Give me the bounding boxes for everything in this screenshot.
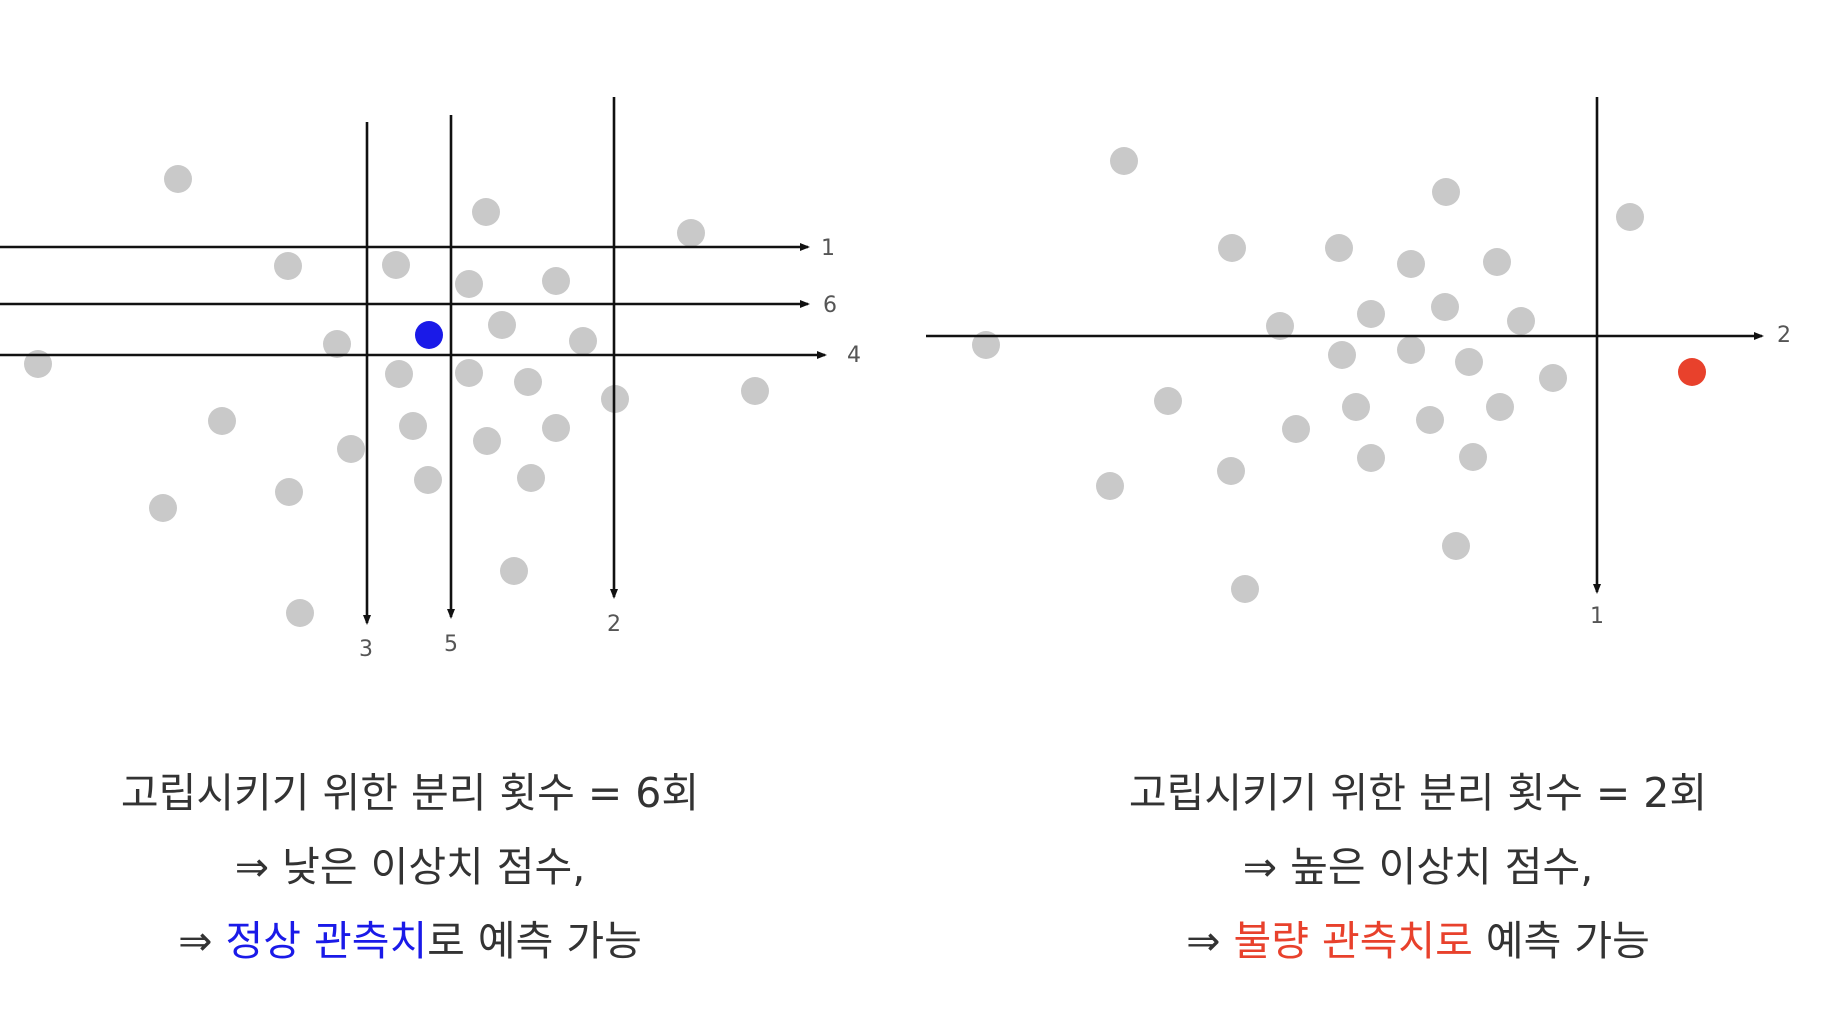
left-point-3: [677, 219, 705, 247]
left-point-14: [514, 368, 542, 396]
left-point-22: [275, 478, 303, 506]
left-split-label-4: 4: [847, 343, 861, 368]
right-point-4: [1218, 234, 1246, 262]
right-point-13: [1328, 341, 1356, 369]
left-point-17: [208, 407, 236, 435]
left-point-10: [569, 327, 597, 355]
right-point-2: [1432, 178, 1460, 206]
left-caption-arrow: ⇒: [178, 917, 226, 965]
left-caption-line-3: ⇒ 정상 관측치로 예측 가능: [0, 904, 820, 978]
left-point-23: [517, 464, 545, 492]
left-split-lines: [0, 97, 827, 625]
right-point-14: [1397, 336, 1425, 364]
right-point-24: [1217, 457, 1245, 485]
left-point-9: [488, 311, 516, 339]
left-point-13: [455, 359, 483, 387]
right-point-16: [1539, 364, 1567, 392]
right-point-6: [1397, 250, 1425, 278]
left-point-24: [414, 466, 442, 494]
right-point-10: [1507, 307, 1535, 335]
normal-point: [415, 321, 443, 349]
left-point-4: [274, 252, 302, 280]
left-point-11: [24, 350, 52, 378]
left-point-8: [323, 330, 351, 358]
right-split-labels: 21: [1590, 323, 1791, 629]
left-point-2: [472, 198, 500, 226]
right-point-5: [1325, 234, 1353, 262]
right-point-8: [1357, 300, 1385, 328]
left-point-21: [542, 414, 570, 442]
left-split-label-2: 2: [607, 612, 621, 637]
right-caption: 고립시키기 위한 분리 횟수 = 2회 ⇒ 높은 이상치 점수, ⇒ 불량 관측…: [1008, 756, 1828, 978]
left-point-19: [337, 435, 365, 463]
right-point-17: [1154, 387, 1182, 415]
left-caption-line-1: 고립시키기 위한 분리 횟수 = 6회: [120, 769, 700, 817]
right-point-15: [1455, 348, 1483, 376]
right-point-18: [1342, 393, 1370, 421]
right-point-12: [972, 331, 1000, 359]
normal-observation-text: 정상 관측치: [225, 917, 428, 965]
left-point-20: [473, 427, 501, 455]
right-split-label-2: 2: [1777, 323, 1791, 348]
left-point-5: [382, 251, 410, 279]
right-point-1: [1110, 147, 1138, 175]
left-caption-line-2: ⇒ 낮은 이상치 점수,: [234, 843, 586, 891]
right-caption-line-3: ⇒ 불량 관측치로 예측 가능: [1008, 904, 1828, 978]
right-split-lines: [926, 97, 1764, 594]
right-point-26: [1442, 532, 1470, 560]
right-point-7: [1483, 248, 1511, 276]
right-point-27: [1231, 575, 1259, 603]
left-point-15: [741, 377, 769, 405]
right-point-11: [1266, 312, 1294, 340]
right-point-23: [1459, 443, 1487, 471]
left-point-26: [500, 557, 528, 585]
right-point-20: [1486, 393, 1514, 421]
left-point-6: [455, 270, 483, 298]
left-caption: 고립시키기 위한 분리 횟수 = 6회 ⇒ 낮은 이상치 점수, ⇒ 정상 관측…: [0, 756, 820, 978]
left-split-label-1: 1: [821, 236, 835, 261]
right-point-3: [1616, 203, 1644, 231]
left-point-7: [542, 267, 570, 295]
right-scatter-points: [972, 147, 1706, 603]
left-caption-suffix: 로 예측 가능: [427, 917, 642, 965]
left-point-27: [286, 599, 314, 627]
right-caption-line-1: 고립시키기 위한 분리 횟수 = 2회: [1128, 769, 1708, 817]
right-point-21: [1282, 415, 1310, 443]
anomaly-point: [1678, 358, 1706, 386]
left-point-18: [399, 412, 427, 440]
right-point-25: [1096, 472, 1124, 500]
left-point-12: [385, 360, 413, 388]
right-split-label-1: 1: [1590, 604, 1604, 629]
right-point-9: [1431, 293, 1459, 321]
left-point-25: [149, 494, 177, 522]
right-point-19: [1416, 406, 1444, 434]
left-scatter-points: [24, 165, 769, 627]
left-split-label-6: 6: [823, 293, 837, 318]
right-point-22: [1357, 444, 1385, 472]
left-point-1: [164, 165, 192, 193]
anomaly-observation-text: 불량 관측치로: [1233, 917, 1473, 965]
right-caption-suffix: 예측 가능: [1472, 917, 1650, 965]
left-split-label-5: 5: [444, 632, 458, 657]
left-split-label-3: 3: [359, 637, 373, 662]
right-caption-line-2: ⇒ 높은 이상치 점수,: [1242, 843, 1594, 891]
right-caption-arrow: ⇒: [1186, 917, 1234, 965]
left-split-labels: 1 64 3 5 2: [359, 236, 861, 662]
